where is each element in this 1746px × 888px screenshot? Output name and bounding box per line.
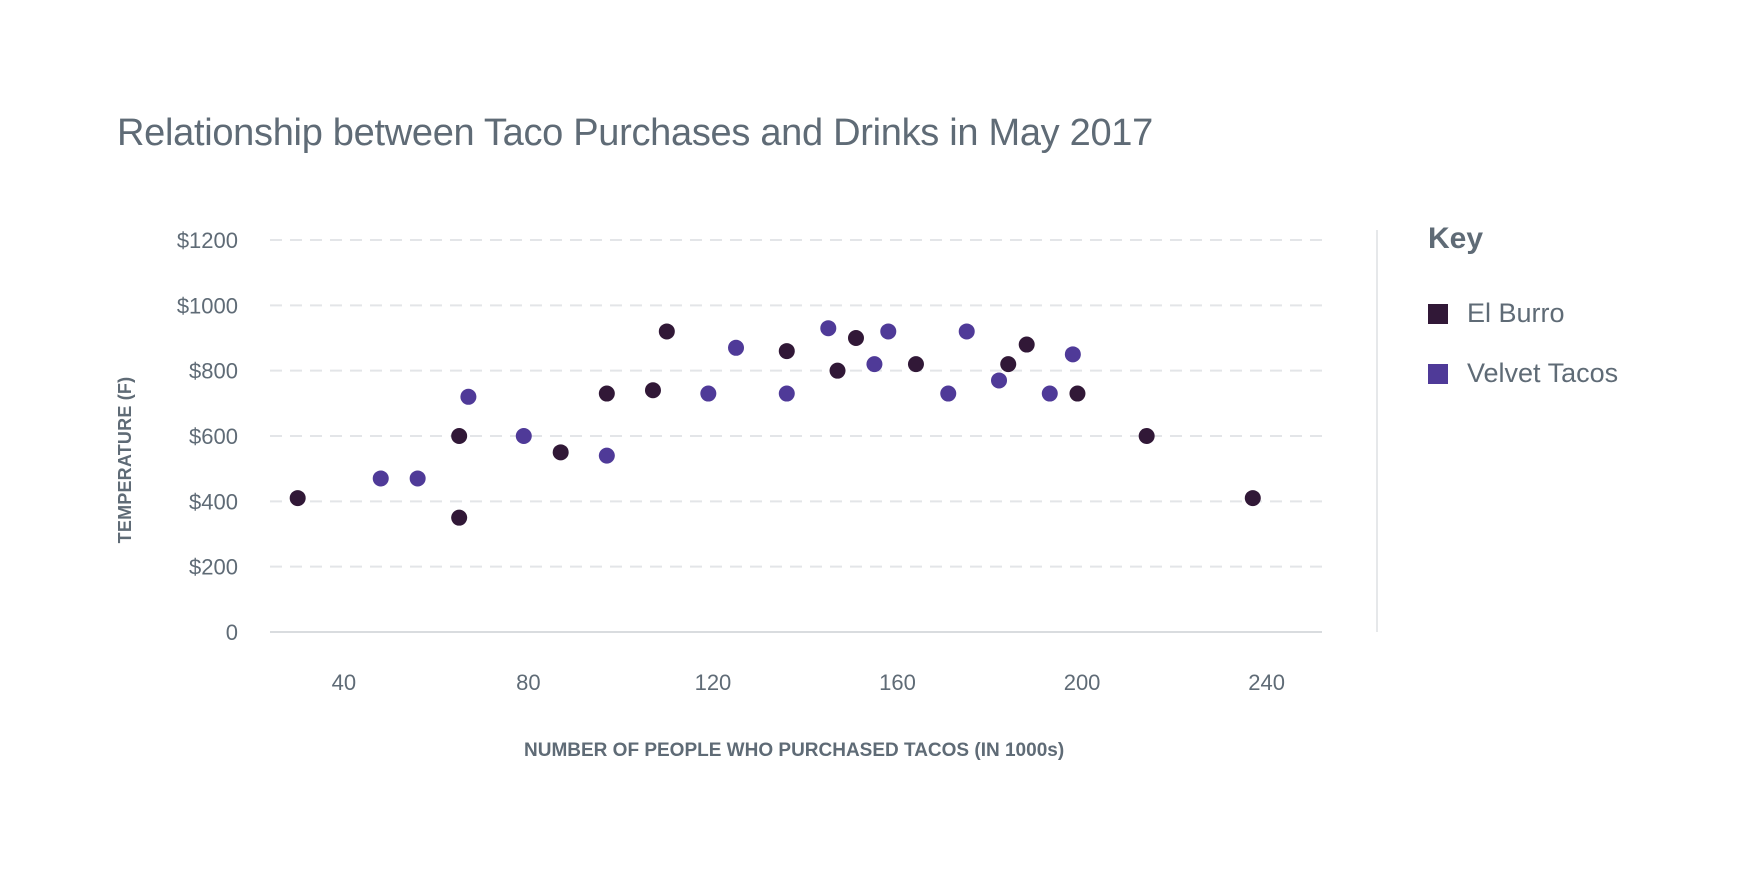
data-point-velvet-tacos (991, 372, 1008, 389)
data-point-velvet-tacos (940, 385, 957, 402)
y-tick-label: $400 (189, 489, 238, 514)
y-axis-ticks: 0 $200 $400 $600 $800 $1000 $1200 (177, 228, 238, 645)
chart-title: Relationship between Taco Purchases and … (117, 112, 1153, 154)
data-point-el-burro (1018, 336, 1035, 353)
data-point-velvet-tacos (866, 356, 883, 373)
data-point-velvet-tacos (728, 339, 745, 356)
data-point-el-burro (289, 490, 306, 507)
data-point-el-burro (1138, 428, 1155, 444)
gridlines (270, 239, 1322, 633)
data-point-velvet-tacos (515, 428, 532, 444)
data-point-el-burro (829, 362, 846, 379)
legend-swatch-velvet-tacos (1428, 363, 1448, 384)
y-axis-label: TEMPERATURE (F) (115, 377, 135, 544)
x-tick-label: 200 (1064, 670, 1101, 695)
data-point-el-burro (907, 356, 924, 373)
y-tick-label: 0 (226, 620, 238, 645)
data-point-velvet-tacos (1041, 385, 1058, 402)
data-point-velvet-tacos (1064, 346, 1081, 363)
data-point-velvet-tacos (372, 470, 389, 487)
y-tick-label: $800 (189, 359, 238, 384)
data-point-velvet-tacos (958, 323, 975, 340)
data-point-velvet-tacos (778, 385, 795, 402)
legend-label-velvet-tacos: Velvet Tacos (1467, 358, 1619, 388)
data-points (289, 320, 1261, 526)
data-point-el-burro (1069, 385, 1086, 402)
legend-title: Key (1428, 222, 1484, 255)
x-tick-label: 80 (516, 670, 540, 695)
x-axis-ticks: 40 80 120 160 200 240 (332, 670, 1285, 695)
data-point-velvet-tacos (820, 320, 837, 337)
data-point-el-burro (1000, 356, 1017, 373)
legend-label-el-burro: El Burro (1467, 298, 1565, 328)
legend-swatch-el-burro (1428, 303, 1448, 324)
data-point-el-burro (552, 444, 569, 461)
x-tick-label: 40 (332, 670, 356, 695)
data-point-velvet-tacos (880, 323, 897, 340)
data-point-el-burro (598, 385, 615, 402)
data-point-velvet-tacos (409, 470, 426, 487)
data-point-el-burro (658, 323, 675, 340)
legend-divider (1376, 230, 1378, 632)
x-tick-label: 240 (1248, 670, 1285, 695)
legend-item-el-burro: El Burro (1428, 298, 1565, 329)
x-tick-label: 120 (695, 670, 732, 695)
data-point-el-burro (1244, 490, 1261, 507)
data-point-velvet-tacos (460, 388, 477, 405)
data-point-el-burro (451, 509, 468, 526)
y-tick-label: $600 (189, 424, 238, 449)
y-tick-label: $1200 (177, 228, 238, 253)
data-point-el-burro (778, 343, 795, 360)
legend-item-velvet-tacos: Velvet Tacos (1428, 358, 1618, 389)
data-point-velvet-tacos (700, 385, 717, 402)
data-point-el-burro (847, 330, 864, 346)
y-tick-label: $1000 (177, 293, 238, 318)
y-tick-label: $200 (189, 555, 238, 580)
data-point-el-burro (451, 428, 468, 444)
data-point-velvet-tacos (598, 447, 615, 464)
x-axis-label: NUMBER OF PEOPLE WHO PURCHASED TACOS (IN… (524, 740, 1065, 761)
x-tick-label: 160 (879, 670, 916, 695)
data-point-el-burro (644, 382, 661, 399)
